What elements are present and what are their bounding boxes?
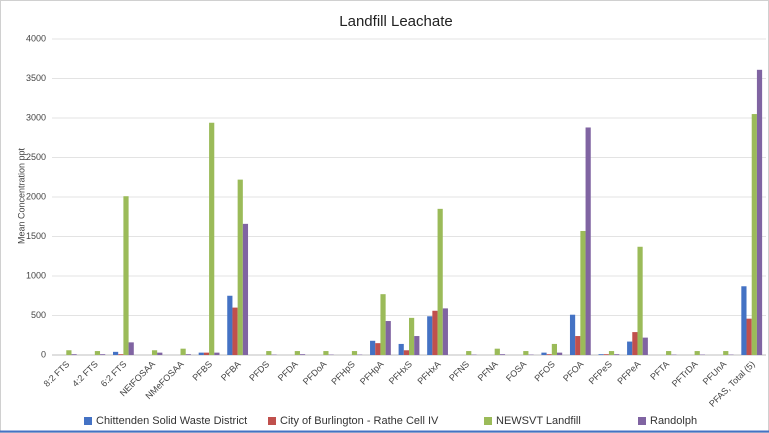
y-tick-label: 2500 xyxy=(26,152,46,162)
bar xyxy=(427,316,433,355)
legend-label: Randolph xyxy=(650,415,697,427)
bar xyxy=(380,294,386,355)
y-tick-label: 500 xyxy=(31,310,46,320)
bar xyxy=(741,286,747,355)
bar xyxy=(442,308,448,355)
bar xyxy=(575,336,581,355)
bar xyxy=(637,246,643,355)
y-tick-label: 0 xyxy=(41,349,46,359)
bar xyxy=(151,350,158,355)
bar xyxy=(398,343,404,355)
legend-swatch xyxy=(638,417,646,425)
y-tick-label: 3000 xyxy=(26,112,46,122)
bar xyxy=(546,354,552,355)
bar xyxy=(323,351,329,355)
bar xyxy=(227,295,233,355)
legend-label: NEWSVT Landfill xyxy=(496,415,581,427)
bar xyxy=(437,208,443,355)
legend-swatch xyxy=(484,417,492,425)
bar xyxy=(242,223,249,355)
y-tick-label: 2000 xyxy=(26,191,46,201)
bar xyxy=(294,351,300,355)
bar xyxy=(666,351,672,355)
bar xyxy=(113,351,119,355)
y-tick-label: 3500 xyxy=(26,73,46,83)
y-tick-label: 4000 xyxy=(26,33,46,43)
bar xyxy=(723,351,729,355)
legend-label: Chittenden Solid Waste District xyxy=(96,415,247,427)
bar xyxy=(756,69,763,355)
bar xyxy=(598,354,604,355)
bar xyxy=(494,348,500,355)
bar xyxy=(299,354,306,355)
bar xyxy=(232,307,238,355)
bar xyxy=(569,314,576,355)
bar xyxy=(370,340,376,355)
bar xyxy=(414,336,420,355)
bar xyxy=(180,348,186,355)
bar xyxy=(128,342,134,355)
bar xyxy=(557,352,563,355)
bar xyxy=(237,179,243,355)
bar xyxy=(746,318,752,355)
bar xyxy=(209,122,215,356)
y-tick-label: 1000 xyxy=(26,270,46,280)
bar xyxy=(214,352,220,355)
bar xyxy=(466,351,472,355)
bar xyxy=(632,332,638,355)
bar xyxy=(403,350,409,355)
bar xyxy=(603,354,609,355)
bar xyxy=(351,351,358,355)
bar xyxy=(203,352,210,355)
bar xyxy=(66,350,72,355)
bar xyxy=(409,317,415,355)
bar xyxy=(157,352,163,355)
bar xyxy=(751,114,757,355)
bar xyxy=(432,310,438,355)
bar xyxy=(100,354,106,355)
bar xyxy=(71,354,77,355)
y-tick-label: 1500 xyxy=(26,231,46,241)
legend-swatch xyxy=(268,417,276,425)
bar xyxy=(523,351,529,355)
bar xyxy=(608,351,615,355)
bar xyxy=(94,351,101,355)
bar xyxy=(694,351,700,355)
bar xyxy=(614,354,620,355)
bar xyxy=(551,343,557,355)
bar xyxy=(198,352,204,355)
bar xyxy=(266,351,272,355)
legend-label: City of Burlington - Rathe Cell IV xyxy=(280,415,439,427)
bar xyxy=(580,230,586,355)
bar xyxy=(123,196,129,355)
bar xyxy=(375,343,381,355)
legend-swatch xyxy=(84,417,92,425)
bar xyxy=(541,352,547,355)
bar xyxy=(499,354,506,355)
bar xyxy=(642,337,648,355)
bar xyxy=(627,341,633,355)
bar xyxy=(118,354,124,355)
bar xyxy=(585,127,591,355)
y-axis-title: Mean Concentration ppt xyxy=(16,147,26,244)
chart-title: Landfill Leachate xyxy=(339,13,452,30)
bar xyxy=(185,354,191,355)
bar xyxy=(385,321,391,355)
